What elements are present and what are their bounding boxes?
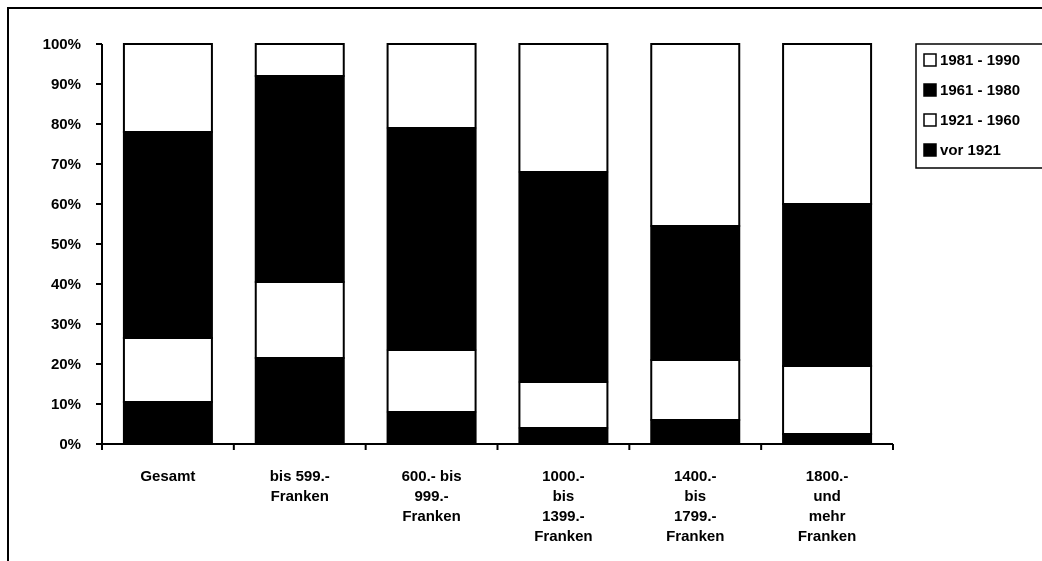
bar-segment bbox=[386, 349, 477, 413]
x-axis bbox=[101, 443, 894, 450]
bar-segment bbox=[122, 401, 213, 445]
category-label: Franken bbox=[534, 528, 592, 545]
legend-label: 1961 - 1980 bbox=[940, 82, 1020, 99]
category-label: bis 599.- bbox=[270, 468, 330, 485]
bar-segment bbox=[122, 337, 213, 403]
legend-swatch bbox=[923, 83, 937, 97]
legend-swatch bbox=[923, 113, 937, 127]
y-tick-label: 0% bbox=[59, 436, 81, 453]
y-axis: 0% 10% 20% 30% 40% 50% 60% 70% 80% 90% 100% bbox=[43, 36, 103, 453]
category-label: 1000.- bbox=[542, 468, 585, 485]
bar-segment bbox=[386, 43, 477, 129]
bar-segment bbox=[782, 203, 873, 367]
y-tick-label: 50% bbox=[51, 236, 81, 253]
bar-segment bbox=[254, 357, 345, 445]
chart-frame bbox=[7, 7, 1042, 561]
y-tick-label: 40% bbox=[51, 276, 81, 293]
category-label: mehr bbox=[809, 508, 846, 525]
bar-segment bbox=[386, 411, 477, 445]
bar-segment bbox=[518, 381, 609, 429]
category-label: Franken bbox=[402, 508, 460, 525]
category-label: Gesamt bbox=[140, 468, 195, 485]
category-label: bis bbox=[684, 488, 706, 505]
category-label: 600.- bis bbox=[402, 468, 462, 485]
category-label: 999.- bbox=[414, 488, 448, 505]
category-label: Franken bbox=[271, 488, 329, 505]
category-label: 1799.- bbox=[674, 508, 717, 525]
y-tick-label: 20% bbox=[51, 356, 81, 373]
y-tick-label: 30% bbox=[51, 316, 81, 333]
category-label: Franken bbox=[798, 528, 856, 545]
bar-segment bbox=[650, 225, 741, 361]
y-tick-label: 10% bbox=[51, 396, 81, 413]
bar-segment bbox=[518, 427, 609, 445]
bar-segment bbox=[782, 365, 873, 435]
legend-label: 1981 - 1990 bbox=[940, 52, 1020, 69]
category-label: 1399.- bbox=[542, 508, 585, 525]
category-label: 1800.- bbox=[806, 468, 849, 485]
bar-segment bbox=[386, 127, 477, 351]
bar-segment bbox=[650, 43, 741, 227]
bar-segment bbox=[650, 419, 741, 445]
category-labels: Gesamt bis 599.- Franken 600.- bis 999.- Fran… bbox=[140, 468, 856, 545]
bar-segment bbox=[254, 281, 345, 359]
category-label: Franken bbox=[666, 528, 724, 545]
category-label: 1400.- bbox=[674, 468, 717, 485]
legend-label: 1921 - 1960 bbox=[940, 112, 1020, 129]
bar-segment bbox=[122, 43, 213, 133]
category-label: und bbox=[813, 488, 841, 505]
bar-segment bbox=[782, 433, 873, 445]
legend: 1981 - 1990 1961 - 1980 1921 - 1960 vor 192… bbox=[915, 43, 1042, 169]
bars bbox=[122, 43, 873, 445]
legend-swatch bbox=[923, 143, 937, 157]
legend-label: vor 1921 bbox=[940, 142, 1001, 159]
legend-box bbox=[915, 43, 1042, 169]
bar-segment bbox=[254, 75, 345, 283]
y-tick-label: 80% bbox=[51, 116, 81, 133]
y-tick-label: 60% bbox=[51, 196, 81, 213]
y-tick-label: 100% bbox=[43, 36, 81, 53]
bar-segment bbox=[782, 43, 873, 205]
bar-segment bbox=[518, 43, 609, 173]
bar-segment bbox=[518, 171, 609, 383]
category-label: bis bbox=[553, 488, 575, 505]
legend-swatch bbox=[923, 53, 937, 67]
bar-segment bbox=[254, 43, 345, 77]
y-tick-label: 70% bbox=[51, 156, 81, 173]
bar-segment bbox=[650, 359, 741, 421]
bar-segment bbox=[122, 131, 213, 339]
y-tick-label: 90% bbox=[51, 76, 81, 93]
